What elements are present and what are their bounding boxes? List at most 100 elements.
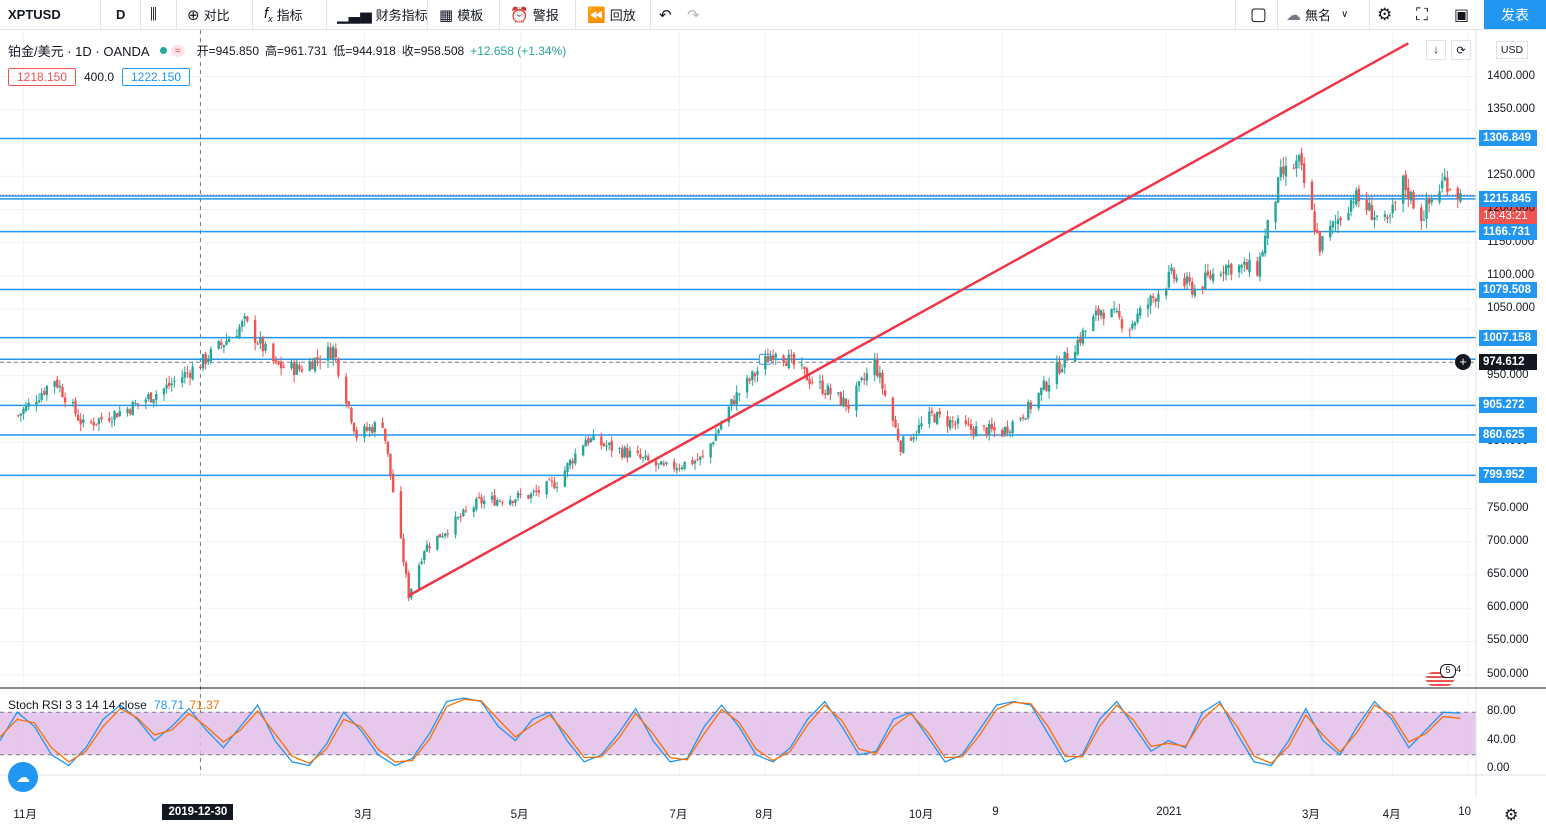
candle-body xyxy=(222,345,226,348)
time-tick-label: 8月 xyxy=(755,809,774,821)
compare-button[interactable]: ⊕ 对比 xyxy=(187,0,230,29)
chart-canvas[interactable] xyxy=(0,30,1546,827)
candle-body xyxy=(1112,308,1116,311)
currency-button[interactable]: USD xyxy=(1496,41,1528,59)
candle-body xyxy=(272,343,275,362)
snapshot-button[interactable]: ▣ xyxy=(1454,0,1473,29)
candle-body xyxy=(878,372,882,378)
candle-body xyxy=(1334,221,1337,223)
candle-body xyxy=(459,516,462,518)
candle-body xyxy=(191,366,194,380)
chart-type-button[interactable]: ⫼ xyxy=(150,0,161,29)
candle-body xyxy=(186,372,189,374)
legend-title[interactable]: 铂金/美元 · 1D · OANDA xyxy=(8,44,150,59)
fullscreen-button[interactable]: ⛶ xyxy=(1416,0,1432,29)
candle-body xyxy=(345,376,348,404)
refresh-icon: ⟳ xyxy=(1456,44,1466,57)
candle-body xyxy=(329,347,332,359)
candle-body xyxy=(1427,198,1431,204)
candle-body xyxy=(751,371,754,381)
candle-body xyxy=(568,460,572,466)
time-tick-label: 2021 xyxy=(1156,806,1182,818)
candle-body xyxy=(389,453,392,475)
candle-body xyxy=(537,490,541,493)
ohlc-open: 开=945.850 xyxy=(196,44,260,58)
add-alert-plus-icon[interactable]: + xyxy=(1455,354,1471,371)
stoch-rsi-legend[interactable]: Stoch RSI 3 3 14 14 close 78.71 71.37 xyxy=(8,698,220,712)
horizontal-levels[interactable] xyxy=(0,137,1476,477)
indicators-button[interactable]: fx 指标 xyxy=(264,0,303,29)
candle-body xyxy=(253,320,257,343)
candle-body xyxy=(1237,265,1241,273)
candle-body xyxy=(628,450,632,457)
candle-body xyxy=(365,427,369,431)
candle-body xyxy=(188,373,192,378)
buy-price-button[interactable]: 1222.150 xyxy=(122,68,190,86)
candle-body xyxy=(95,423,98,425)
candle-body xyxy=(1149,295,1152,306)
candle-body xyxy=(1029,402,1033,409)
candle-body xyxy=(326,346,330,361)
interval-button[interactable]: D xyxy=(116,7,126,22)
ohlc-low: 低=944.918 xyxy=(333,44,396,58)
candle-body xyxy=(1021,416,1025,419)
replay-button[interactable]: ⏪ 回放 xyxy=(587,0,636,29)
trend-line xyxy=(408,42,1409,597)
candle-body xyxy=(1394,202,1397,204)
symbol-search-button[interactable]: XPTUSD xyxy=(8,7,61,22)
candle-body xyxy=(915,434,918,436)
save-layout-button[interactable]: ☁ 無名 ∨ xyxy=(1286,0,1348,29)
candle-body xyxy=(1133,322,1137,326)
candle-body xyxy=(1131,324,1134,329)
candle-body xyxy=(1425,199,1428,219)
settings-button[interactable]: ⚙ xyxy=(1377,0,1396,29)
time-tick-label: 2019-12-30 xyxy=(162,804,234,820)
candle-body xyxy=(1329,225,1332,238)
candle-body xyxy=(1073,352,1077,362)
layout-select-button[interactable]: ▢ xyxy=(1250,0,1271,29)
camera-icon: ▣ xyxy=(1454,6,1470,24)
candle-body xyxy=(100,416,103,420)
candle-body xyxy=(423,551,426,561)
alert-label: 警报 xyxy=(532,8,559,23)
candles-icon: ⫼ xyxy=(150,6,157,23)
candle-body xyxy=(876,359,879,377)
candle-body xyxy=(181,377,184,383)
candle-body xyxy=(165,384,168,389)
candle-body xyxy=(639,454,642,458)
candle-body xyxy=(1420,207,1423,221)
candle-body xyxy=(605,445,608,447)
candle-body xyxy=(110,421,114,423)
level-price-tag: 1079.508 xyxy=(1479,281,1537,298)
candle-body xyxy=(863,378,866,380)
candle-body xyxy=(1084,330,1087,332)
redo-button[interactable]: ↷ xyxy=(687,0,704,29)
publish-button[interactable]: 发表 xyxy=(1484,0,1546,29)
delay-badge[interactable]: ≈ xyxy=(170,44,185,57)
rewind-icon: ⏪ xyxy=(587,6,606,24)
earnings-flag-icon[interactable]: 5 4 xyxy=(1426,664,1462,686)
candle-body xyxy=(1240,265,1243,268)
candle-body xyxy=(220,342,223,345)
candle-body xyxy=(1266,219,1269,239)
candle-body xyxy=(209,349,213,362)
alert-button[interactable]: ⏰ 警报 xyxy=(510,0,559,29)
undo-button[interactable]: ↶ xyxy=(659,0,676,29)
sell-price-button[interactable]: 1218.150 xyxy=(8,68,76,86)
axis-settings-button[interactable]: ⚙ xyxy=(1504,805,1518,825)
candle-body xyxy=(587,438,590,444)
candle-body xyxy=(860,377,863,380)
stoch-tick-label: 0.00 xyxy=(1487,762,1510,774)
toolbar-divider xyxy=(650,0,651,29)
reset-chart-button[interactable]: ⟳ xyxy=(1451,40,1471,60)
tradingview-logo[interactable]: ☁ xyxy=(8,762,38,792)
scroll-to-latest-button[interactable]: ↓ xyxy=(1426,40,1446,60)
candle-body xyxy=(745,377,749,393)
financials-button[interactable]: ▁▃▅ 财务指标 xyxy=(337,0,428,29)
candle-body xyxy=(730,399,733,407)
candle-body xyxy=(464,510,468,512)
trendline[interactable] xyxy=(408,42,1409,597)
templates-button[interactable]: ▦ 模板 xyxy=(439,0,483,29)
candle-body xyxy=(1258,256,1262,277)
candle-body xyxy=(498,500,502,502)
